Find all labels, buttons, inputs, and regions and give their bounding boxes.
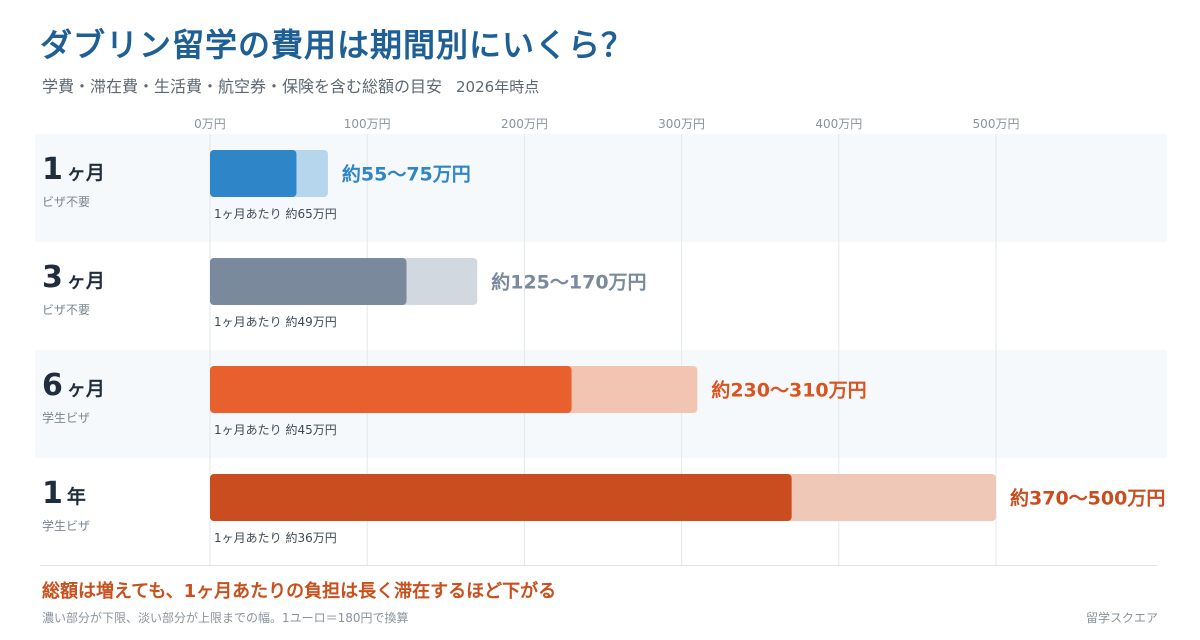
row-duration-number: 1 — [42, 152, 63, 187]
range-label: 約230〜310万円 — [711, 379, 866, 402]
per-month-label: 1ヶ月あたり 約45万円 — [214, 422, 337, 437]
per-month-label: 1ヶ月あたり 約36万円 — [214, 530, 337, 545]
x-tick-label: 300万円 — [658, 117, 705, 131]
key-takeaway: 総額は増えても、1ヶ月あたりの負担は長く滞在するほど下がる — [42, 581, 557, 602]
bar-lower-bound — [210, 150, 297, 197]
x-tick-label: 400万円 — [815, 117, 862, 131]
row-duration-unit: ヶ月 — [66, 378, 105, 400]
footer-divider — [40, 565, 1157, 566]
row-visa-requirement: 学生ビザ — [42, 519, 91, 533]
row-duration-number: 6 — [42, 368, 63, 403]
range-label: 約370〜500万円 — [1010, 487, 1165, 510]
bar-lower-bound — [210, 258, 407, 305]
row-duration-unit: ヶ月 — [66, 270, 105, 292]
as-of-date: 2026年時点 — [456, 78, 540, 96]
row-duration-number: 3 — [42, 260, 63, 295]
bar-lower-bound — [210, 474, 792, 521]
bar-lower-bound — [210, 366, 572, 413]
row-duration-unit: ヶ月 — [66, 162, 105, 184]
row-band — [35, 134, 1167, 242]
range-label: 約125〜170万円 — [491, 271, 646, 294]
page-subtitle: 学費・滞在費・生活費・航空券・保険を含む総額の目安 2026年時点 — [42, 73, 539, 97]
subtitle-text: 学費・滞在費・生活費・航空券・保険を含む総額の目安 — [42, 77, 443, 96]
x-tick-label: 500万円 — [973, 117, 1020, 131]
row-duration-number: 1 — [42, 476, 63, 511]
range-label: 約55〜75万円 — [342, 163, 471, 186]
x-tick-label: 0万円 — [194, 117, 226, 131]
x-tick-label: 100万円 — [344, 117, 391, 131]
page-title: ダブリン留学の費用は期間別にいくら？ — [40, 26, 635, 64]
row-label-1-month: 1 ヶ月 ビザ不要 — [42, 152, 105, 210]
row-duration-unit: 年 — [66, 486, 86, 508]
brand-name: 留学スクエア — [1085, 611, 1158, 625]
footnote: 濃い部分が下限、淡い部分が上限までの幅。1ユーロ＝180円で換算 — [42, 611, 409, 625]
row-visa-requirement: ビザ不要 — [42, 303, 91, 317]
row-visa-requirement: 学生ビザ — [42, 411, 91, 425]
row-label-3-months: 3 ヶ月 ビザ不要 — [42, 260, 105, 318]
x-tick-label: 200万円 — [501, 117, 548, 131]
per-month-label: 1ヶ月あたり 約65万円 — [214, 206, 337, 221]
row-label-6-months: 6 ヶ月 学生ビザ — [42, 368, 105, 426]
per-month-label: 1ヶ月あたり 約49万円 — [214, 314, 337, 329]
row-visa-requirement: ビザ不要 — [42, 195, 91, 209]
